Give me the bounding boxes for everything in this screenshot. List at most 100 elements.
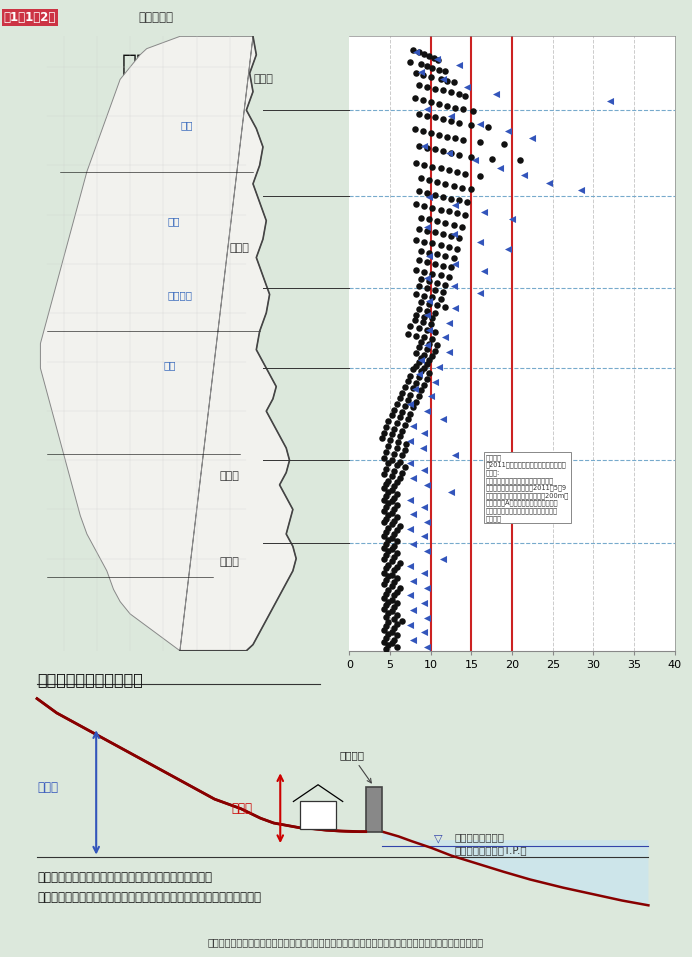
Point xyxy=(413,221,424,236)
Point xyxy=(415,243,426,258)
Point xyxy=(462,79,473,95)
Point xyxy=(401,436,412,452)
Point xyxy=(381,547,392,563)
Point xyxy=(391,559,402,574)
Point xyxy=(389,501,400,517)
Point xyxy=(383,637,394,653)
Point xyxy=(405,558,416,573)
Point xyxy=(394,454,406,469)
Point xyxy=(424,249,435,264)
Point xyxy=(391,475,402,490)
Point xyxy=(421,255,432,270)
Point xyxy=(409,91,420,106)
Point xyxy=(386,553,397,568)
Point xyxy=(413,367,424,382)
Point xyxy=(413,106,424,122)
Point xyxy=(440,215,451,231)
Point xyxy=(443,345,454,360)
Point xyxy=(419,347,430,363)
Point xyxy=(417,315,428,330)
Point xyxy=(498,136,509,151)
Point xyxy=(415,364,426,379)
Point xyxy=(454,86,465,101)
Point xyxy=(482,119,493,134)
Point xyxy=(429,188,440,203)
Point xyxy=(424,245,435,260)
Point xyxy=(437,189,448,205)
Point xyxy=(604,94,615,109)
Point xyxy=(378,467,389,482)
Point xyxy=(440,330,451,345)
Point xyxy=(448,75,459,90)
Point xyxy=(385,433,396,448)
Point xyxy=(421,223,432,238)
Point xyxy=(543,175,554,190)
Point xyxy=(451,206,462,221)
Point xyxy=(381,500,392,515)
Text: 浸水高　：津波到達時の潮位から津波の痕跡までの高さ: 浸水高 ：津波到達時の潮位から津波の痕跡までの高さ xyxy=(37,871,212,884)
Point xyxy=(421,186,432,201)
Point xyxy=(391,486,402,501)
Point xyxy=(433,127,444,143)
Point xyxy=(441,129,453,145)
Point xyxy=(440,277,451,292)
Point xyxy=(410,44,421,59)
Text: 浸水高、遡上高について: 浸水高、遡上高について xyxy=(37,672,143,687)
Point xyxy=(413,78,424,93)
Point xyxy=(391,534,402,549)
Point xyxy=(428,50,439,65)
Point xyxy=(383,544,394,559)
Point xyxy=(389,620,400,635)
Point xyxy=(450,197,461,212)
Point xyxy=(383,626,394,641)
Point xyxy=(451,241,462,256)
Point xyxy=(437,112,448,127)
Point xyxy=(419,47,430,62)
Point xyxy=(413,184,424,199)
Point xyxy=(450,448,461,463)
Point xyxy=(394,471,406,486)
Point xyxy=(378,515,389,530)
Point xyxy=(415,334,426,349)
Point xyxy=(424,49,435,64)
Point xyxy=(389,446,400,461)
Point xyxy=(440,176,451,191)
Point xyxy=(410,307,421,323)
Point xyxy=(381,511,392,526)
Point xyxy=(419,198,430,213)
Point xyxy=(429,256,440,272)
Point xyxy=(409,122,420,137)
Point xyxy=(386,542,397,557)
Point xyxy=(421,271,432,286)
Point xyxy=(435,268,446,283)
Point xyxy=(486,151,498,167)
Point xyxy=(419,264,430,279)
Point xyxy=(389,463,400,478)
Point xyxy=(432,52,443,67)
Point xyxy=(421,342,432,357)
Point xyxy=(432,52,444,67)
Point xyxy=(378,425,389,440)
Point xyxy=(446,190,457,206)
Point xyxy=(437,284,448,300)
Point xyxy=(378,590,389,606)
Point xyxy=(419,157,430,172)
Point xyxy=(440,300,451,315)
Point xyxy=(419,377,430,392)
Point xyxy=(386,469,397,484)
Point xyxy=(419,625,430,640)
Point xyxy=(381,536,392,551)
Point xyxy=(391,457,402,473)
Point xyxy=(440,249,451,264)
Point xyxy=(386,567,397,582)
Point xyxy=(403,373,414,389)
Point xyxy=(405,433,416,448)
Point xyxy=(408,42,419,57)
Point xyxy=(415,383,426,398)
Point xyxy=(403,392,414,408)
Text: 仙台: 仙台 xyxy=(164,360,176,370)
Point xyxy=(429,110,440,125)
Point xyxy=(441,73,453,88)
Point xyxy=(381,597,392,612)
Point xyxy=(502,123,513,139)
